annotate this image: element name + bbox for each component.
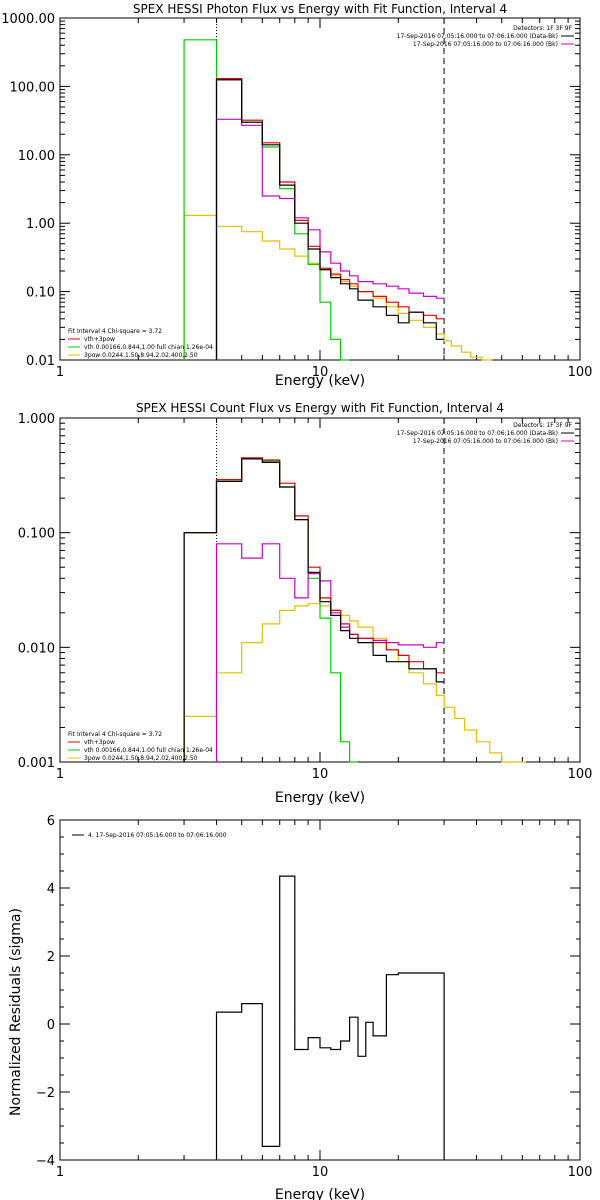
legend-pow: 3pow 0.0244,1.50,8.94,2.02,400,2.50 [84, 352, 198, 359]
axes-frame [59, 819, 581, 1161]
x-tick-label: 10 [312, 767, 329, 782]
series-data-line [183, 458, 445, 762]
legend-label: 4. 17-Sep-2016 07:05:16.000 to 07:06:16.… [88, 832, 227, 839]
y-tick-label: 0.01 [26, 354, 55, 369]
y-axis-label: Normalized Residuals (sigma) [8, 908, 24, 1116]
series-vth-line [183, 39, 350, 361]
x-tick-label: 100 [568, 767, 593, 782]
count-flux-panel: SPEX HESSI Count Flux vs Energy with Fit… [18, 401, 593, 806]
x-tick-label: 1 [56, 1165, 64, 1180]
legend-pow: 3pow 0.0244,1.50,8.94,2.02,400,2.50 [84, 755, 198, 762]
plot-area: 1 10 100 0.001 0.010 0.100 1.000 [18, 412, 593, 782]
legend: 4. 17-Sep-2016 07:05:16.000 to 07:06:16.… [72, 832, 227, 839]
legend-detectors: Detectors: 1F 3F 9F [513, 422, 572, 429]
legend-top: Detectors: 1F 3F 9F 17-Sep-2016 07:05:16… [397, 422, 574, 445]
y-tick-label: 1.00 [26, 217, 55, 232]
plot-area: 1 10 100 −4 −2 0 2 4 6 [36, 814, 593, 1180]
residuals-line [215, 875, 445, 1160]
series-bk-line [215, 118, 445, 360]
y-tick-label: −4 [36, 1154, 55, 1169]
legend-fit: vth+3pow [84, 336, 115, 343]
x-tick-label: 1 [56, 767, 64, 782]
x-axis-label: Energy (keV) [275, 790, 365, 806]
legend-bk: 17-Sep-2016 07:05:16.000 to 07:06:16.000… [413, 438, 558, 445]
legend-bk: 17-Sep-2016 07:05:16.000 to 07:06:16.000… [413, 41, 558, 48]
legend-top: Detectors: 1F 3F 9F 17-Sep-2016 07:05:16… [397, 25, 574, 48]
legend-fit: vth+3pow [84, 739, 115, 746]
y-tick-label: −2 [36, 1086, 55, 1101]
y-tick-label: 0.10 [26, 286, 55, 301]
x-tick-label: 10 [312, 365, 329, 380]
y-tick-label: 2 [47, 950, 55, 965]
series-pow-line [183, 214, 493, 361]
y-tick-label: 0.010 [18, 641, 55, 656]
x-axis-label: Energy (keV) [275, 373, 365, 389]
y-tick-label: 10.00 [18, 149, 55, 164]
legend-fit-interval: Fit Interval 4 Chi-square = 3.72 [68, 731, 162, 738]
x-tick-label: 100 [568, 365, 593, 380]
y-tick-label: 6 [47, 814, 55, 829]
legend-data-bk: 17-Sep-2016 07:05:16.000 to 07:06:16.000… [397, 33, 558, 40]
residuals-panel: 1 10 100 −4 −2 0 2 4 6 Energy (keV) Normalized R… [8, 814, 592, 1200]
legend-vth: vth 0.00166,0.844,1.00 full chian 1.26e-… [84, 344, 213, 351]
y-tick-label: 0 [47, 1018, 55, 1033]
legend-vth: vth 0.00166,0.844,1.00 full chian 1.26e-… [84, 747, 213, 754]
y-tick-label: 1.000 [18, 412, 55, 427]
y-tick-label: 1000.00 [1, 12, 55, 27]
series-fit-line [183, 457, 445, 762]
x-tick-label: 100 [568, 1165, 593, 1180]
panel-title: SPEX HESSI Photon Flux vs Energy with Fi… [133, 2, 507, 16]
plot-area: 1 10 100 0.01 0.10 1.00 10.00 100.00 1000.00 [1, 12, 592, 380]
photon-flux-panel: SPEX HESSI Photon Flux vs Energy with Fi… [1, 2, 592, 389]
y-tick-label: 0.001 [18, 756, 55, 771]
x-tick-label: 10 [312, 1165, 329, 1180]
legend-detectors: Detectors: 1F 3F 9F [513, 25, 572, 32]
x-axis-label: Energy (keV) [275, 1187, 365, 1200]
axes-frame [59, 17, 581, 361]
legend-data-bk: 17-Sep-2016 07:05:16.000 to 07:06:16.000… [397, 430, 558, 437]
y-tick-label: 100.00 [10, 80, 56, 95]
legend-bottom: Fit Interval 4 Chi-square = 3.72 vth+3po… [68, 731, 213, 762]
series-data-line [215, 79, 445, 360]
y-tick-label: 4 [47, 882, 55, 897]
series-pow-line [183, 603, 526, 763]
x-tick-label: 1 [56, 365, 64, 380]
legend-fit-interval: Fit Interval 4 Chi-square = 3.72 [68, 328, 162, 335]
panel-title: SPEX HESSI Count Flux vs Energy with Fit… [136, 401, 504, 415]
y-tick-label: 0.100 [18, 527, 55, 542]
legend-bottom: Fit Interval 4 Chi-square = 3.72 vth+3po… [68, 328, 213, 359]
